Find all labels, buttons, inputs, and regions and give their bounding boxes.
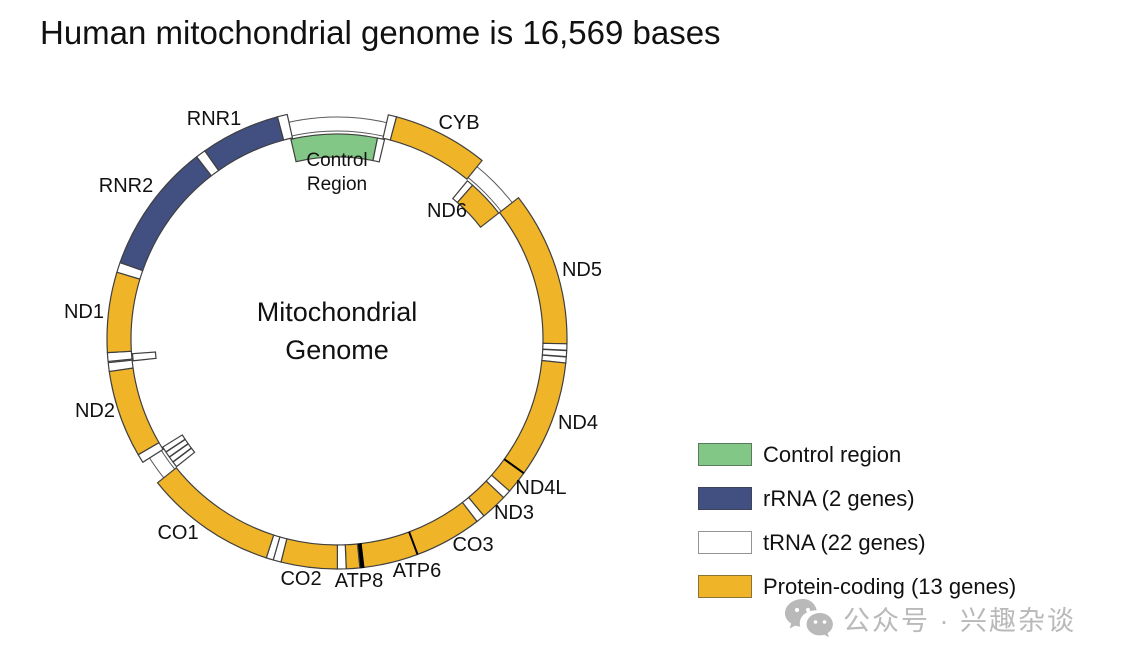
gene-label-nd4l: ND4L — [515, 477, 566, 499]
control-region-swatch — [698, 443, 752, 466]
boundary-ticks — [408, 458, 525, 555]
gene-label-nd3: ND3 — [494, 502, 534, 524]
gene-label-cyb: CYB — [438, 112, 479, 134]
segment-nd2 — [108, 367, 160, 456]
segment-trna-gln — [131, 351, 157, 362]
wechat-icon — [785, 599, 833, 638]
segment-nd4 — [503, 359, 567, 475]
segment-nd1 — [106, 271, 141, 354]
gene-label-atp6: ATP6 — [393, 560, 442, 582]
segment-cyb — [389, 116, 483, 180]
gene-label-rnr2: RNR2 — [99, 175, 153, 197]
protein-coding-swatch — [698, 575, 752, 598]
watermark-text: 公众号 · 兴趣杂谈 — [843, 605, 1076, 636]
segment-trna-ala — [161, 434, 186, 453]
center-label-line1: Mitochondrial — [257, 297, 418, 327]
segment-trna-pro — [372, 137, 386, 163]
segment-rnr2 — [119, 155, 213, 272]
segment-trna-phe — [276, 113, 294, 141]
watermark: 公众号 · 兴趣杂谈 — [783, 597, 1076, 639]
segment-co2 — [280, 538, 339, 570]
legend-label: Protein-coding (13 genes) — [763, 573, 1017, 599]
segment-nd6 — [456, 184, 500, 229]
segment-trna-met — [107, 359, 134, 373]
legend-item-control-region: Control region — [698, 441, 1016, 467]
gene-label-nd4: ND4 — [558, 412, 598, 434]
gene-segments — [106, 113, 568, 570]
legend: Control region rRNA (2 genes) tRNA (22 g… — [698, 441, 1017, 619]
gene-label-atp8: ATP8 — [335, 570, 384, 592]
legend-label: tRNA (22 genes) — [763, 529, 926, 555]
legend-item-protein-coding: Protein-coding (13 genes) — [698, 573, 1017, 599]
legend-item-trna: tRNA (22 genes) — [698, 529, 1016, 555]
rrna-swatch — [698, 487, 752, 510]
legend-label: rRNA (2 genes) — [763, 485, 915, 511]
segment-atp8 — [344, 543, 361, 570]
atp6-co3-boundary — [408, 531, 419, 555]
gene-label-nd2: ND2 — [75, 400, 115, 422]
nd4-nd4l-boundary — [503, 458, 525, 475]
trna-swatch — [698, 531, 752, 554]
center-label-line2: Genome — [285, 335, 389, 365]
control-region-label-line1: Control — [306, 150, 367, 171]
segment-nd5 — [498, 196, 568, 345]
legend-label: Control region — [763, 441, 902, 467]
gene-label-co2: CO2 — [280, 568, 321, 590]
gene-label-nd6: ND6 — [427, 200, 467, 222]
gene-label-co1: CO1 — [157, 522, 198, 544]
gene-label-co3: CO3 — [452, 534, 493, 556]
segment-trna-lys — [336, 544, 347, 570]
gene-label-nd5: ND5 — [562, 259, 602, 281]
gene-label-nd1: ND1 — [64, 301, 104, 323]
gene-label-rnr1: RNR1 — [187, 108, 241, 130]
control-region-label-line2: Region — [307, 174, 367, 195]
legend-item-rrna: rRNA (2 genes) — [698, 485, 1016, 511]
segment-co1 — [156, 466, 275, 559]
page-title: Human mitochondrial genome is 16,569 bas… — [40, 14, 721, 51]
